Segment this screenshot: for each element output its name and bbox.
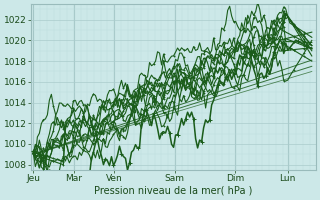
X-axis label: Pression niveau de la mer( hPa ): Pression niveau de la mer( hPa ) [94,186,253,196]
